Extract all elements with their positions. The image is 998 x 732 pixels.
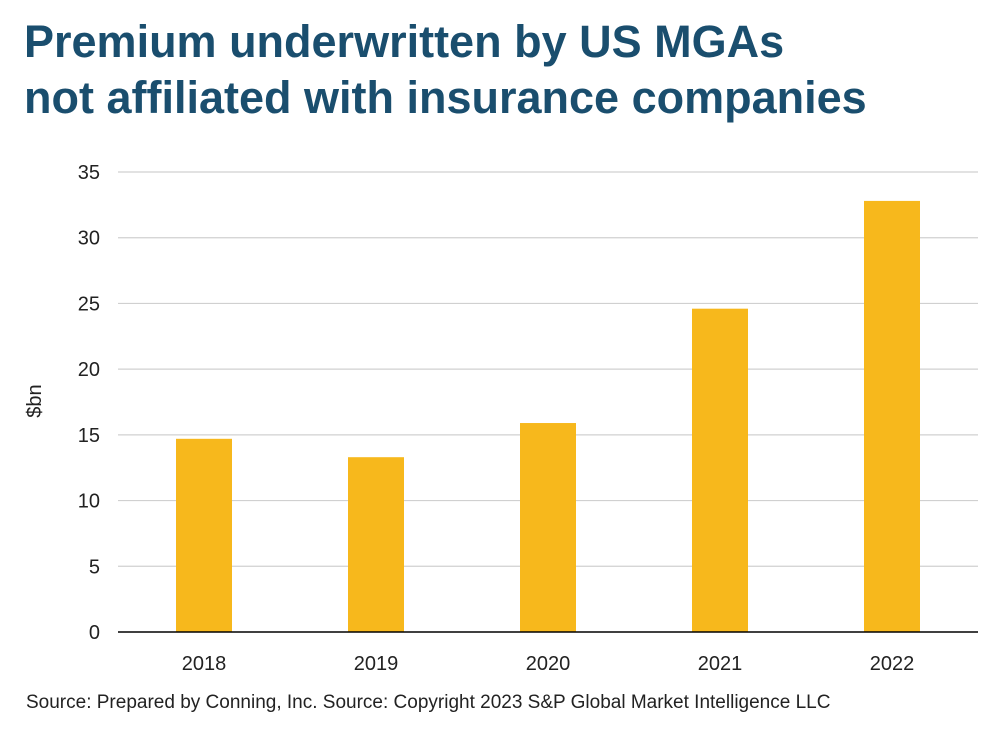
axes: 0 5 10 15 20 25 30 35 2018 2019 2020 2021 2022 [78, 162, 978, 675]
y-axis-label: $bn [24, 384, 46, 417]
bar-2022 [864, 200, 920, 632]
y-tick-label: 30 [78, 228, 100, 250]
chart-title: Premium underwritten by US MGAs not affi… [24, 14, 974, 126]
y-tick-label: 15 [78, 425, 100, 447]
y-tick-label: 10 [78, 491, 100, 513]
x-tick-label: 2019 [354, 653, 399, 675]
chart-title-line-2: not affiliated with insurance companies [24, 72, 867, 123]
y-tick-label: 5 [89, 556, 100, 578]
y-tick-label: 35 [78, 162, 100, 184]
y-tick-label: 25 [78, 293, 100, 315]
y-tick-label: 20 [78, 359, 100, 381]
bar-2021 [692, 308, 748, 632]
bars [176, 200, 920, 632]
bar-2020 [520, 423, 576, 632]
x-tick-label: 2022 [870, 653, 915, 675]
x-tick-label: 2020 [526, 653, 571, 675]
chart-title-line-1: Premium underwritten by US MGAs [24, 16, 785, 67]
bar-2018 [176, 438, 232, 632]
x-tick-label: 2021 [698, 653, 743, 675]
y-tick-label: 0 [89, 622, 100, 644]
x-tick-label: 2018 [182, 653, 227, 675]
bar-2019 [348, 457, 404, 632]
source-note: Source: Prepared by Conning, Inc. Source… [26, 692, 831, 713]
